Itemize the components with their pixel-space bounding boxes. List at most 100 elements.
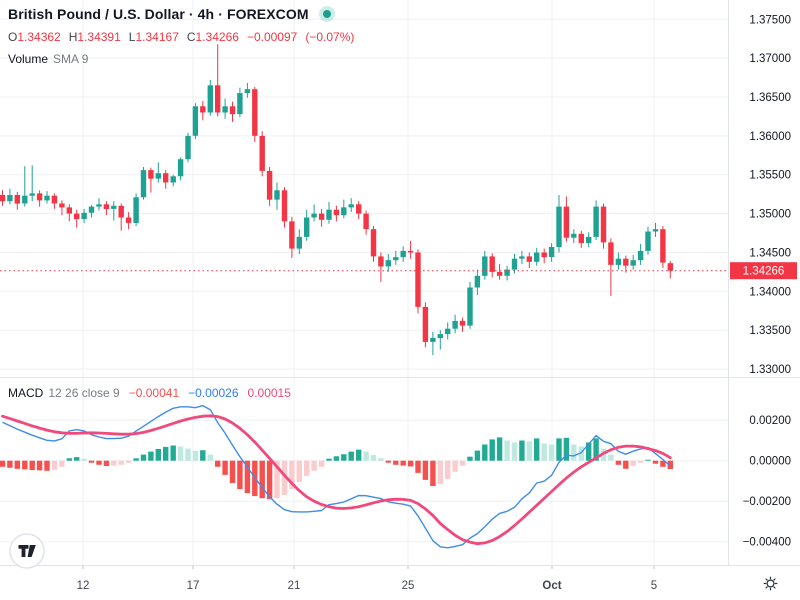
macd-histogram-bar (571, 444, 577, 461)
candle-body (125, 217, 132, 223)
candle-body (304, 217, 310, 237)
price-axis-label: 1.37000 (749, 53, 791, 65)
macd-histogram-bar (266, 460, 273, 500)
candle-body (155, 173, 161, 179)
macd-histogram-bar (140, 454, 147, 461)
candle-body (81, 212, 87, 219)
price-axis[interactable]: 1.37500 1.37000 1.36500 1.36000 1.35500 1.350… (743, 14, 791, 548)
macd-histogram-bar (563, 437, 570, 461)
macd-histogram-bar (482, 444, 488, 461)
candle-body (237, 93, 243, 115)
macd-histogram-bar (66, 458, 72, 461)
macd-histogram-bar (311, 460, 317, 471)
candle-body (29, 193, 35, 196)
candle-body (459, 320, 466, 326)
candle-body (548, 247, 555, 258)
candle-body (615, 258, 622, 265)
candle-body (623, 258, 629, 266)
macd-histogram-bar (370, 455, 377, 461)
macd-histogram-bar (59, 460, 65, 467)
candle-body (222, 106, 228, 113)
tradingview-logo[interactable] (9, 533, 45, 569)
candle-body (415, 252, 421, 307)
open-label: O (8, 30, 18, 44)
macd-histogram-bar (645, 459, 651, 461)
candle-body (281, 190, 288, 222)
settings-sun-icon-ray (773, 578, 776, 581)
candle-body (22, 195, 28, 204)
candle-body (163, 173, 169, 183)
candle-body (177, 159, 184, 177)
time-axis-label[interactable]: 12 (77, 580, 90, 592)
macd-signal-line (1, 414, 672, 546)
candle-body (289, 221, 295, 249)
candle-body (637, 250, 644, 261)
candle-body (333, 209, 340, 216)
market-status-icon[interactable] (318, 6, 335, 22)
settings-sun-icon-ray (765, 578, 768, 581)
candle-body (66, 207, 72, 214)
candle-body (667, 263, 673, 271)
candle-body (44, 195, 50, 201)
macd-histogram-bar (385, 460, 391, 463)
macd-histogram-bar (333, 456, 340, 461)
candle-body (571, 233, 577, 238)
candle-body (511, 258, 518, 270)
price-axis-label: 1.35500 (749, 170, 791, 182)
macd-histogram-bar (274, 460, 280, 499)
candle-body (170, 176, 176, 183)
candle-body (407, 250, 414, 253)
settings-sun-icon[interactable] (763, 576, 778, 591)
price-axis-label: 1.33500 (749, 325, 791, 337)
macd-histogram-bar (474, 450, 481, 461)
candle-body (140, 170, 147, 198)
settings-sun-icon-ray (765, 586, 768, 589)
candle-body (467, 287, 473, 326)
tradingview-logo-glyph (18, 545, 29, 557)
macd-histogram-bar (133, 458, 139, 461)
candle-body (207, 85, 213, 113)
macd-histogram-bar (192, 451, 199, 461)
candle-body (148, 170, 154, 179)
low-label: L (128, 30, 136, 44)
macd-histogram-bar (281, 460, 288, 496)
macd-histogram-bar (215, 460, 221, 467)
macd-histogram-bar (7, 460, 13, 468)
macd-histogram-bar (0, 460, 6, 467)
macd-label: MACD (8, 386, 44, 400)
macd-histogram-bar (289, 460, 295, 490)
time-axis-label[interactable]: 17 (187, 580, 200, 592)
volume-indicator-legend[interactable]: Volume SMA 9 (8, 52, 88, 66)
macd-histogram-bar (504, 440, 510, 461)
candle-body (363, 213, 369, 230)
candle-body (378, 256, 384, 267)
macd-histogram-bar (578, 446, 584, 461)
candle-body (645, 231, 651, 251)
time-axis-label[interactable]: 21 (288, 580, 301, 592)
macd-histogram-bar (103, 460, 110, 466)
macd-histogram-bar (148, 451, 154, 461)
candle-body (318, 213, 325, 220)
macd-histogram-bar (111, 460, 117, 466)
symbol-legend-row[interactable]: British Pound / U.S. Dollar · 4h · FOREX… (8, 6, 335, 22)
settings-sun-icon-circle (766, 579, 775, 588)
candle-body (51, 195, 58, 204)
macd-histogram-bar (459, 460, 466, 466)
time-axis-label[interactable]: Oct (542, 580, 561, 592)
candle-body (578, 233, 584, 244)
candle-body (563, 206, 570, 238)
candle-body (608, 242, 614, 265)
macd-indicator-legend[interactable]: MACD 12 26 close 9 −0.00041 −0.00026 0.0… (8, 386, 291, 400)
candle-body (7, 195, 13, 202)
macd-histogram-bar (44, 460, 50, 471)
macd-histogram-bar (445, 460, 451, 479)
candle-body (296, 236, 302, 249)
time-axis-label[interactable]: 25 (402, 580, 415, 592)
macd-axis-label: 0.00200 (749, 415, 791, 427)
macd-params: 12 26 close 9 (48, 386, 120, 400)
candle-body (504, 269, 510, 276)
time-axis-label[interactable]: 5 (651, 580, 657, 592)
macd-histogram-bar (526, 441, 532, 461)
